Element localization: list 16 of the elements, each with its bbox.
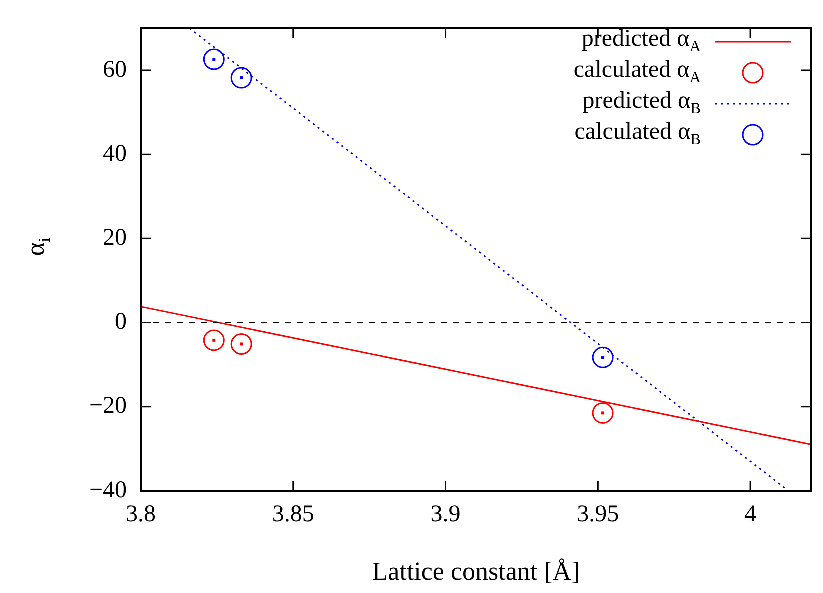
y-tick-label: −40 [89, 477, 127, 504]
x-tick-label: 3.9 [430, 502, 461, 528]
x-tick-label: 3.95 [577, 502, 620, 528]
legend-label: calculated α$_{B}$ [574, 119, 701, 150]
legend-label: calculated α$_{A}$ [574, 57, 701, 88]
x-tick-label: 3.8 [126, 502, 156, 528]
x-axis-title: Lattice constant [Å] [372, 557, 580, 586]
y-tick-label: 0 [115, 309, 127, 336]
y-tick-label: 40 [103, 140, 127, 167]
y-tick-label: −20 [89, 393, 127, 420]
x-tick-label: 3.85 [272, 502, 314, 528]
legend-label: predicted α$_{B}$ [582, 88, 701, 119]
y-tick-label: 20 [103, 224, 127, 251]
x-tick-label: 4 [744, 502, 757, 528]
legend-label: predicted α$_{A}$ [582, 26, 701, 57]
y-tick-label: 60 [103, 56, 127, 83]
